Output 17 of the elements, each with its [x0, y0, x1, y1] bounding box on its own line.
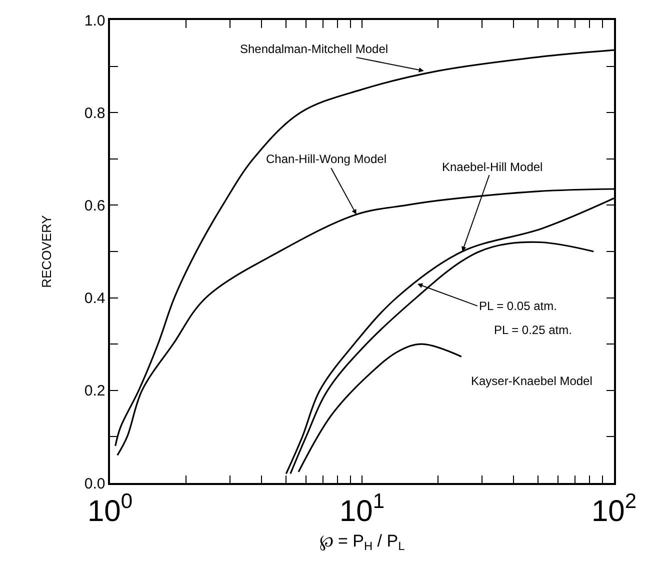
x-tick-label: 10$^{0}$ [87, 490, 133, 528]
y-tick-label: 1.0 [84, 12, 106, 30]
y-tick-label: 0.2 [84, 382, 106, 400]
y-tick-label: 0.4 [84, 290, 106, 308]
annotation: Shendalman-Mitchell Model [240, 42, 388, 56]
annotation: Chan-Hill-Wong Model [266, 152, 386, 166]
annotation: Knaebel-Hill Model [442, 160, 543, 174]
y-tick-label: 0.0 [84, 475, 106, 492]
annotation: PL = 0.25 atm. [494, 323, 572, 337]
x-axis-title: ℘ = P$_{H}$ / P$_{L}$ [319, 532, 406, 554]
annotation: PL = 0.05 atm. [479, 299, 557, 313]
y-axis-title: RECOVERY [38, 214, 54, 288]
x-tick-label: 10$^{1}$ [339, 490, 385, 528]
y-tick-label: 0.8 [84, 104, 106, 122]
annotation: Kayser-Knaebel Model [471, 374, 592, 388]
y-tick-label: 0.6 [84, 197, 106, 214]
x-tick-label: 10$^{2}$ [591, 490, 637, 528]
